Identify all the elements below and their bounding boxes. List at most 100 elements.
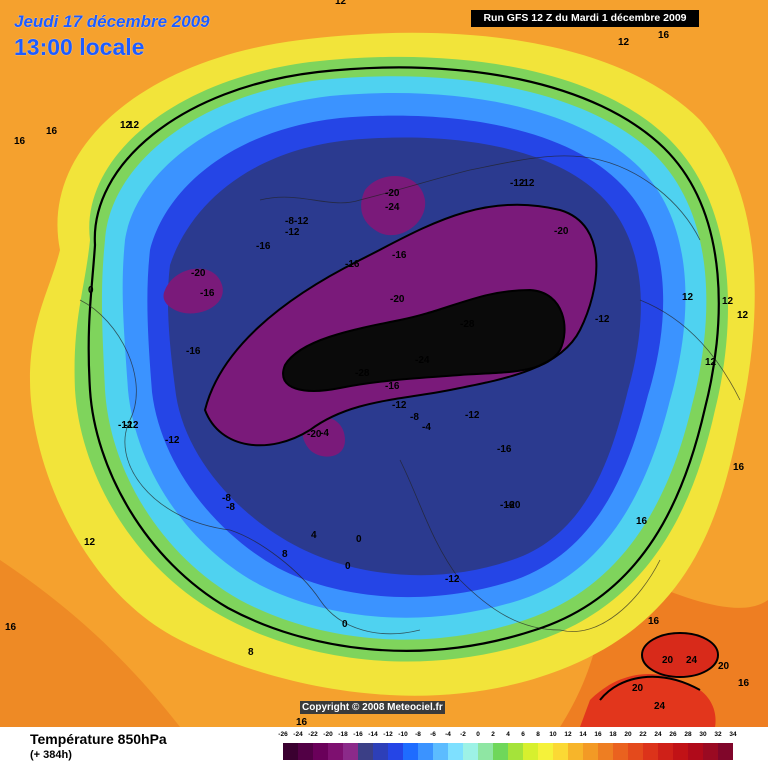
contour-label: -24 <box>415 355 430 366</box>
contour-label: -16 <box>200 288 215 299</box>
contour-label: -16 <box>500 500 515 511</box>
contour-label: -28 <box>355 368 370 379</box>
scale-swatch <box>478 743 493 760</box>
scale-swatch <box>388 743 403 760</box>
scale-swatch <box>418 743 433 760</box>
scale-label: -6 <box>430 731 436 738</box>
scale-swatch <box>598 743 613 760</box>
contour-label: -12 <box>520 178 535 189</box>
contour-label: -20 <box>307 429 322 440</box>
contour-label: -20 <box>385 188 400 199</box>
scale-label: 12 <box>564 731 572 738</box>
contour-label: -16 <box>497 444 512 455</box>
scale-swatch <box>613 743 628 760</box>
contour-label: -12 <box>510 178 525 189</box>
scale-swatch <box>688 743 703 760</box>
contour-label: -12 <box>294 216 309 227</box>
contour-label: 12 <box>128 120 140 131</box>
scale-swatch <box>508 743 523 760</box>
scale-swatch <box>403 743 418 760</box>
variable-title: Température 850hPa <box>30 731 167 747</box>
isotherm-minus-20 <box>203 203 598 447</box>
contour-label: -16 <box>385 381 400 392</box>
contour-label: 24 <box>654 701 666 712</box>
contour-label: -12 <box>124 420 139 431</box>
contour-label: -16 <box>392 250 407 261</box>
purple-spot-n <box>361 176 426 236</box>
warm-region-sw <box>0 560 180 727</box>
scale-swatch <box>448 743 463 760</box>
scale-swatch <box>523 743 538 760</box>
scale-swatch <box>433 743 448 760</box>
contour-label: 12 <box>120 120 132 131</box>
scale-label: -2 <box>460 731 466 738</box>
contour-label: -20 <box>554 226 569 237</box>
contour-label: 12 <box>705 357 717 368</box>
scale-swatch <box>538 743 553 760</box>
scale-label: -24 <box>293 731 303 738</box>
contour-label: 16 <box>14 136 26 147</box>
contour-label: -8 <box>410 412 419 423</box>
copyright-notice: Copyright © 2008 Meteociel.fr <box>300 701 445 714</box>
contour-label: -16 <box>256 241 271 252</box>
contour-label: -28 <box>460 319 475 330</box>
contour-label: -16 <box>186 346 201 357</box>
scale-label: 34 <box>729 731 737 738</box>
contour-label: -4 <box>422 422 431 433</box>
scale-label: -4 <box>445 731 451 738</box>
contour-label: 16 <box>5 622 17 633</box>
temperature-map: 12 16 12 12 16 12 16 16 12 16 12 12 12 1… <box>0 0 768 727</box>
coastlines <box>79 155 741 635</box>
isotherm-minus-28 <box>282 288 566 392</box>
scale-swatch <box>328 743 343 760</box>
forecast-lead: (+ 384h) <box>30 749 72 761</box>
purple-spot-w <box>163 268 223 314</box>
scale-swatch <box>553 743 568 760</box>
scale-label: -10 <box>398 731 408 738</box>
contour-label: 16 <box>648 616 660 627</box>
scale-label: 6 <box>521 731 525 738</box>
scale-label: -14 <box>368 731 378 738</box>
contour-label: -20 <box>191 268 206 279</box>
scale-label: -16 <box>353 731 363 738</box>
contour-label: 0 <box>345 561 351 572</box>
scale-label: 26 <box>669 731 677 738</box>
contour-label: -12 <box>285 227 300 238</box>
isotherm-zero <box>87 66 720 652</box>
contour-label: -24 <box>385 202 400 213</box>
contour-label: 16 <box>733 462 745 473</box>
scale-label: 28 <box>684 731 692 738</box>
scale-label: -18 <box>338 731 348 738</box>
contour-label: 12 <box>737 310 749 321</box>
contour-label: 8 <box>248 647 254 658</box>
scale-label: -8 <box>415 731 421 738</box>
contour-label: -4 <box>320 428 329 439</box>
contour-label: 20 <box>662 655 674 666</box>
dark-core <box>283 290 565 391</box>
scale-swatch <box>628 743 643 760</box>
contour-label: -8 <box>222 493 231 504</box>
contour-label: 4 <box>311 530 317 541</box>
scale-swatch <box>358 743 373 760</box>
scale-label: 14 <box>579 731 587 738</box>
scale-label: -26 <box>278 731 288 738</box>
contour-label: -8 <box>285 216 294 227</box>
scale-swatch <box>373 743 388 760</box>
contour-label: 12 <box>84 537 96 548</box>
scale-swatch <box>673 743 688 760</box>
scale-swatch <box>703 743 718 760</box>
contour-label: -12 <box>118 420 133 431</box>
contour-labels: 12 16 12 12 16 12 16 16 12 16 12 12 12 1… <box>5 0 750 727</box>
contour-label: 16 <box>46 126 58 137</box>
contour-label: -20 <box>506 500 521 511</box>
scale-swatch <box>283 743 298 760</box>
scale-swatch <box>568 743 583 760</box>
scale-label: -12 <box>383 731 393 738</box>
contour-label: -12 <box>392 400 407 411</box>
scale-swatch <box>643 743 658 760</box>
contour-label: 12 <box>722 296 734 307</box>
contour-label: 12 <box>335 0 347 7</box>
contour-label: -12 <box>165 435 180 446</box>
scale-swatch <box>493 743 508 760</box>
contour-label: 0 <box>356 534 362 545</box>
